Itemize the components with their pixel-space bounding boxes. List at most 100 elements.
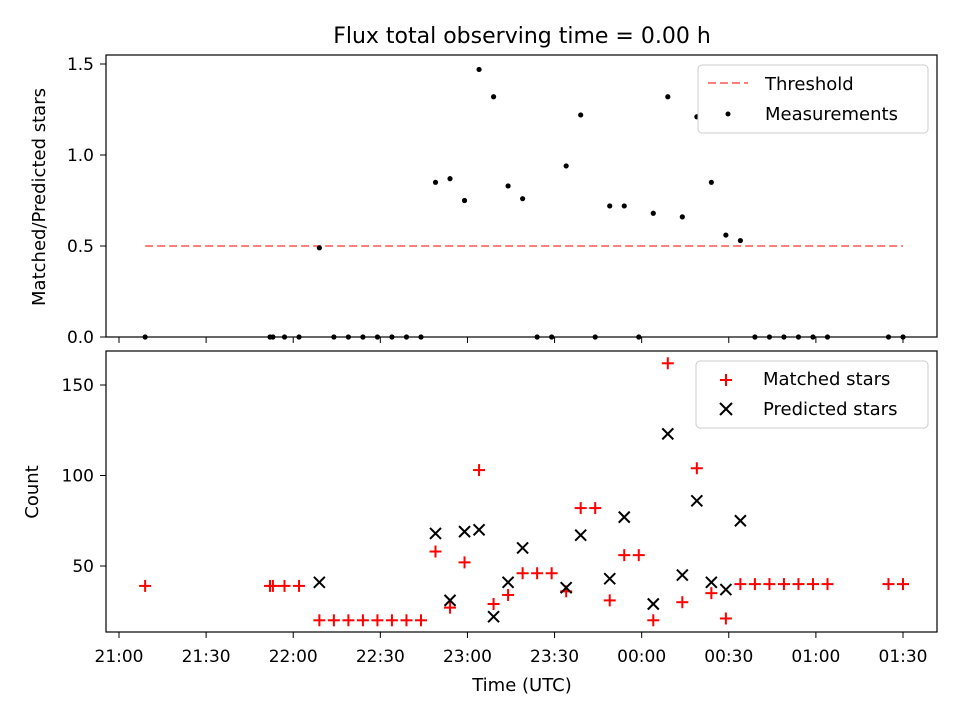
x-tick-label: 01:00 [791, 647, 840, 667]
y-tick-label: 0.0 [67, 328, 94, 348]
matched-star-point [719, 612, 732, 625]
y-axis-label: Count [22, 465, 43, 518]
predicted-star-point [734, 514, 747, 527]
matched-star-point [429, 545, 442, 558]
predicted-star-point [618, 510, 631, 524]
y-tick-label: 150 [62, 376, 94, 396]
y-tick-label: 100 [62, 467, 94, 487]
predicted-star-stroke [472, 523, 486, 537]
measurement-point [650, 210, 656, 216]
matched-star-point [342, 614, 355, 627]
measurement-point [607, 203, 613, 209]
legend-predicted-swatch [719, 402, 733, 416]
measurement-point [723, 232, 729, 238]
x-tick-label: 23:30 [530, 647, 579, 667]
predicted-star-point [501, 576, 515, 589]
matched-star-point [748, 578, 761, 591]
predicted-star-point [429, 527, 442, 540]
predicted-star-stroke [574, 529, 587, 542]
x-axis-label: Time (UTC) [471, 675, 572, 696]
matched-star-point [603, 594, 616, 607]
matched-star-point [763, 578, 776, 591]
predicted-star-stroke [734, 514, 747, 527]
legend-matched-swatch [720, 374, 732, 386]
predicted-star-point [661, 427, 675, 441]
matched-star-point [777, 578, 790, 591]
matched-star-point [516, 567, 529, 580]
matched-star-point [487, 598, 500, 611]
matched-star-point [676, 596, 689, 609]
predicted-star-point [559, 581, 573, 594]
measurement-point [621, 203, 627, 209]
legend-predicted-label: Predicted stars [763, 399, 897, 420]
x-tick-label: 23:00 [443, 647, 492, 667]
predicted-star-stroke [603, 572, 616, 585]
legend-box [695, 360, 929, 429]
matched-star-point [821, 578, 834, 591]
matched-star-point [444, 601, 457, 614]
matched-star-point [705, 587, 718, 600]
measurement-point [679, 214, 685, 220]
matched-star-point [647, 614, 660, 627]
x-tick-label: 21:00 [95, 647, 144, 667]
matched-star-point [574, 502, 587, 515]
matched-star-point [327, 614, 340, 627]
x-tick-label: 21:30 [182, 647, 231, 667]
x-tick-label: 00:00 [617, 647, 666, 667]
measurement-point [520, 196, 526, 202]
predicted-star-stroke [647, 597, 660, 611]
measurement-point [447, 176, 453, 182]
matched-star-point [661, 357, 674, 370]
predicted-star-stroke [618, 510, 631, 524]
predicted-star-stroke [705, 576, 718, 589]
predicted-star-point [647, 597, 660, 611]
matched-star-point [278, 579, 291, 592]
matched-star-point [882, 578, 895, 591]
legend-threshold-label: Threshold [764, 74, 854, 95]
top-axes-frame [105, 54, 938, 338]
bottom-axes-frame [105, 350, 938, 633]
matched-star-point [734, 578, 747, 591]
y-tick-label: 1.5 [67, 55, 94, 75]
measurement-point [490, 94, 497, 100]
matched-star-point [473, 464, 486, 477]
predicted-star-stroke [690, 494, 704, 508]
measurement-point [432, 179, 439, 185]
ratio-panel: Flux total observing time = 0.00 h Match… [29, 24, 938, 348]
predicted-star-point [516, 541, 529, 555]
matched-star-point [531, 567, 544, 580]
y-tick-label: 1.0 [67, 146, 94, 166]
matched-star-point [293, 579, 306, 592]
matched-star-point [385, 614, 398, 627]
predicted-star-point [719, 583, 733, 596]
measurement-point [476, 66, 482, 73]
matched-star-point [502, 588, 515, 601]
top-legend: Threshold Measurements [697, 64, 929, 134]
predicted-star-stroke [676, 568, 689, 582]
predicted-star-stroke [661, 427, 675, 441]
y-tick-label: 0.5 [67, 237, 94, 257]
predicted-star-point [690, 494, 704, 508]
predicted-star-stroke [458, 525, 471, 538]
predicted-star-stroke [559, 581, 573, 594]
y-axis-label: Matched/Predicted stars [29, 88, 50, 306]
y-tick-label: 50 [72, 557, 94, 577]
legend-matched-label: Matched stars [763, 369, 890, 390]
measurement-point [461, 197, 468, 204]
predicted-star-point [574, 529, 587, 542]
predicted-star-point [676, 568, 689, 582]
predicted-star-point [313, 576, 326, 589]
x-tick-label: 22:30 [356, 647, 405, 667]
matched-star-point [690, 462, 703, 475]
matched-star-point [589, 502, 602, 515]
predicted-star-point [705, 576, 718, 589]
predicted-star-point [472, 523, 486, 537]
matched-star-point [632, 549, 645, 562]
measurement-point [737, 237, 743, 244]
chart-title: Flux total observing time = 0.00 h [333, 24, 711, 49]
measurement-point [563, 163, 569, 169]
predicted-star-stroke [516, 541, 529, 555]
predicted-star-point [603, 572, 616, 585]
matched-star-point [400, 614, 413, 627]
